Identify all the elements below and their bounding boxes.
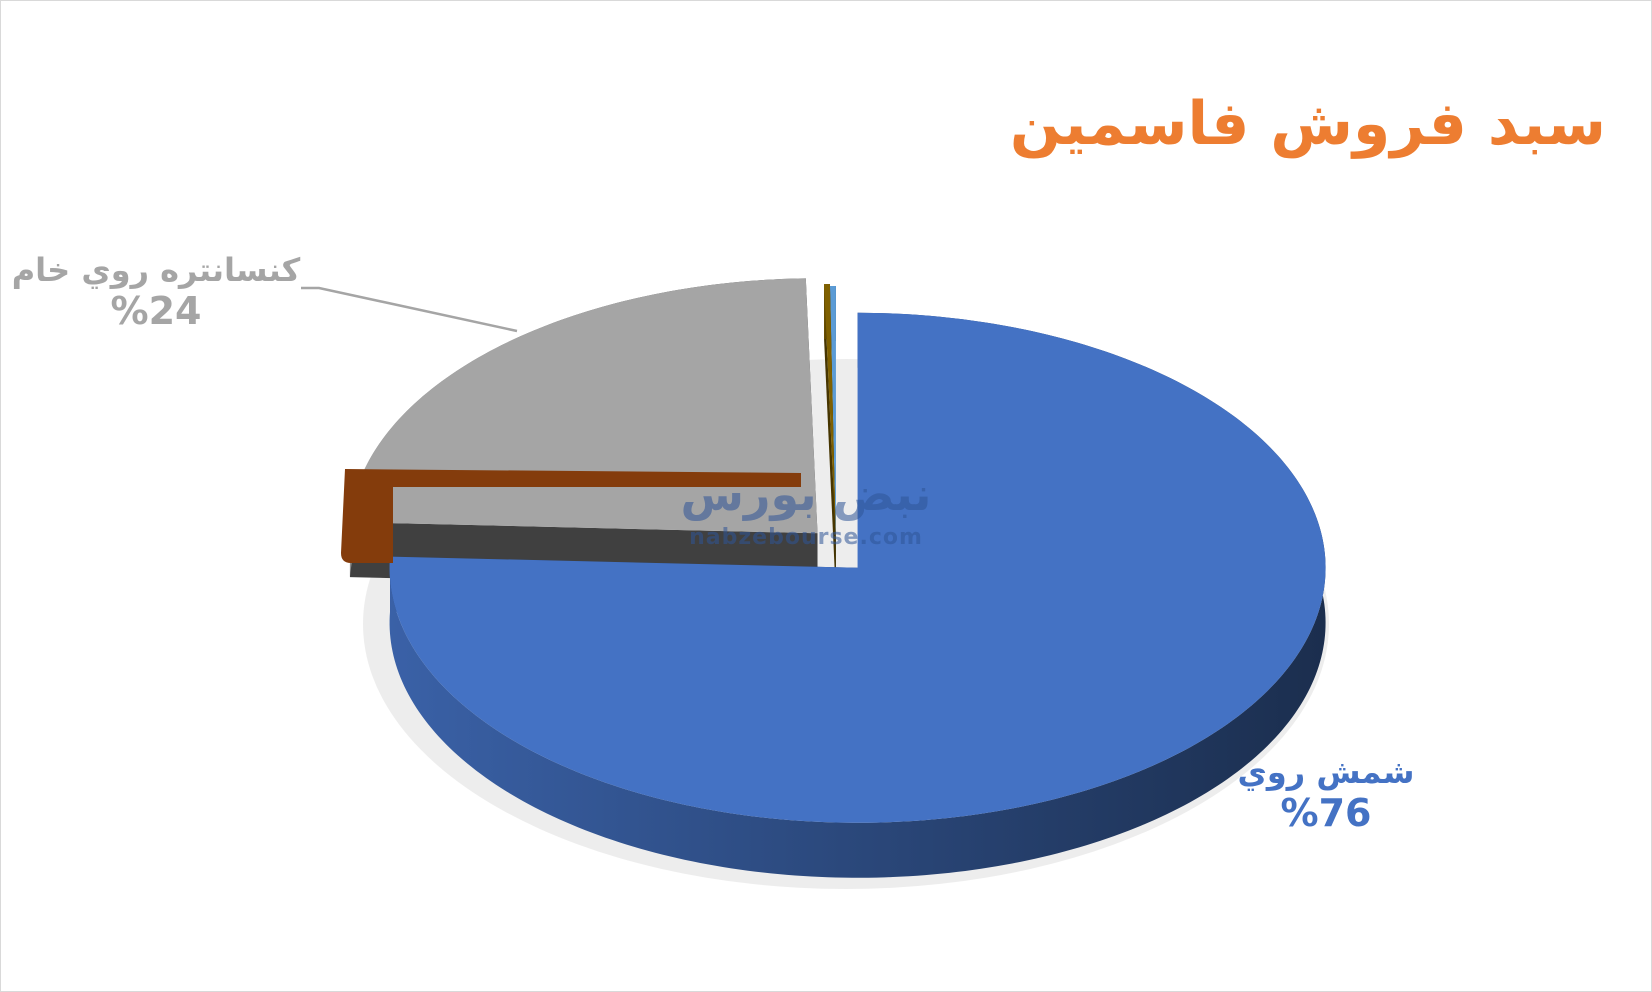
data-label-concentrate: کنسانتره روي خام %24 (11, 251, 301, 333)
data-label-percent: %24 (110, 289, 202, 333)
watermark-text-en: nabzebourse.com (689, 525, 923, 550)
data-label-name: کنسانتره روي خام (11, 251, 301, 289)
chart-title: سبد فروش فاسمین (1009, 89, 1606, 159)
data-label-name: شمش روي (1237, 753, 1415, 791)
watermark-text-fa: نبض بورس (680, 467, 932, 521)
watermark-logo: نبض بورس nabzebourse.com (656, 471, 956, 550)
pie-slice (830, 286, 836, 542)
data-label-ingot: شمش روي %76 (1226, 753, 1426, 835)
pie-slice (824, 284, 836, 540)
pie-slice (349, 278, 818, 534)
pie-slice (389, 312, 1326, 823)
leader-line (301, 286, 518, 333)
slice-radial-face (824, 284, 836, 595)
data-label-percent: %76 (1280, 791, 1372, 835)
slice-side-piece (341, 469, 801, 563)
